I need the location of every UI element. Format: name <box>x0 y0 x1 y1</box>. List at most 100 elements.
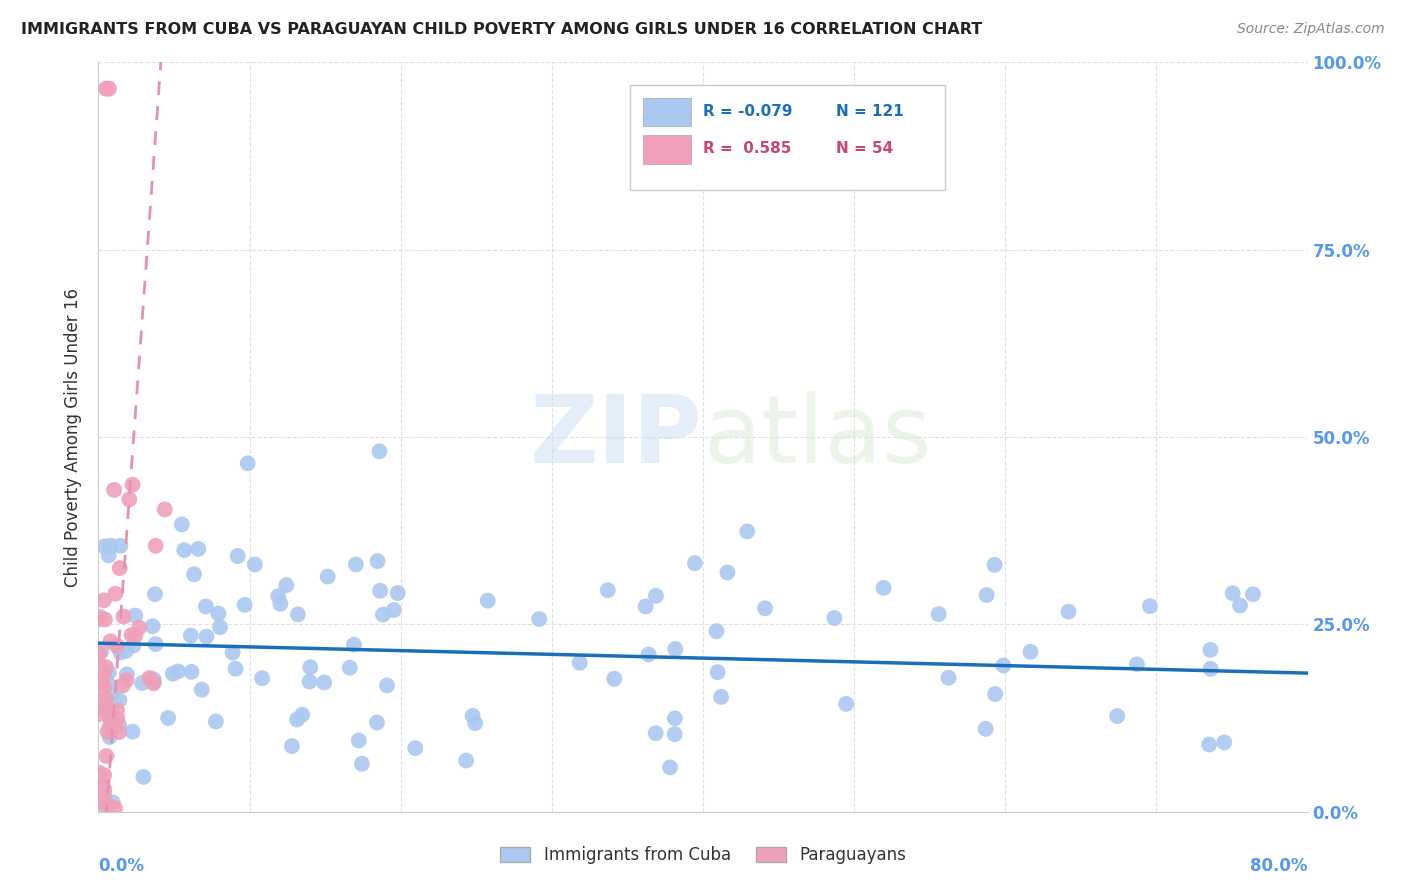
Point <box>267 589 290 603</box>
Point <box>170 517 193 532</box>
Point <box>98 730 121 744</box>
Text: 80.0%: 80.0% <box>1250 856 1308 875</box>
Text: 0.0%: 0.0% <box>98 856 145 875</box>
FancyBboxPatch shape <box>643 135 690 163</box>
Point <box>477 593 499 607</box>
Point <box>276 578 298 592</box>
Point <box>143 674 166 689</box>
Point <box>344 558 367 572</box>
Point <box>299 660 322 674</box>
Point <box>122 639 145 653</box>
Point <box>93 795 115 809</box>
Point <box>1222 586 1244 600</box>
Point <box>101 796 124 810</box>
Point <box>664 711 686 725</box>
Point <box>404 741 426 756</box>
Point <box>145 637 167 651</box>
Point <box>108 693 131 707</box>
Point <box>91 698 114 713</box>
Point <box>194 599 217 614</box>
Point <box>976 588 998 602</box>
Point <box>291 707 314 722</box>
Point <box>90 666 112 681</box>
Point <box>89 657 111 671</box>
Point <box>100 634 122 648</box>
Point <box>1213 735 1236 749</box>
Point <box>89 662 111 676</box>
Point <box>131 676 153 690</box>
Point <box>664 727 686 741</box>
Point <box>93 782 115 797</box>
Point <box>233 598 256 612</box>
Point <box>375 678 398 692</box>
Point <box>347 733 370 747</box>
Point <box>285 713 308 727</box>
Y-axis label: Child Poverty Among Girls Under 16: Child Poverty Among Girls Under 16 <box>65 287 83 587</box>
Point <box>128 621 150 635</box>
Point <box>706 624 728 638</box>
Point <box>281 739 304 753</box>
Point <box>368 444 391 458</box>
Point <box>97 724 120 739</box>
Point <box>1199 662 1222 676</box>
Point <box>94 81 117 95</box>
Point <box>90 675 112 690</box>
Point <box>91 804 114 818</box>
Point <box>98 721 121 735</box>
Point <box>710 690 733 704</box>
Point <box>456 754 478 768</box>
Point <box>1126 657 1149 672</box>
Point <box>100 710 122 724</box>
Point <box>568 656 591 670</box>
FancyBboxPatch shape <box>630 85 945 190</box>
Point <box>98 81 121 95</box>
Point <box>339 661 361 675</box>
Point <box>112 609 135 624</box>
Point <box>644 726 666 740</box>
Text: Source: ZipAtlas.com: Source: ZipAtlas.com <box>1237 22 1385 37</box>
Point <box>110 539 132 553</box>
Point <box>835 697 858 711</box>
Point <box>195 630 218 644</box>
Point <box>89 647 111 661</box>
Point <box>367 554 389 568</box>
Point <box>183 567 205 582</box>
Point <box>89 664 111 678</box>
Point <box>104 801 127 815</box>
Point <box>645 589 668 603</box>
Point <box>387 586 409 600</box>
Point <box>1107 709 1129 723</box>
Point <box>637 648 659 662</box>
Point <box>108 561 131 575</box>
Point <box>221 646 243 660</box>
Point <box>100 714 122 729</box>
Point <box>269 597 291 611</box>
Point <box>706 665 728 680</box>
Point <box>173 543 195 558</box>
Point <box>89 707 111 722</box>
Point <box>121 477 143 491</box>
Point <box>823 611 845 625</box>
Point <box>115 667 138 681</box>
Point <box>1057 605 1080 619</box>
Point <box>236 456 259 470</box>
Text: atlas: atlas <box>703 391 931 483</box>
Point <box>105 639 128 653</box>
Point <box>659 760 682 774</box>
Point <box>108 725 131 739</box>
Point <box>938 671 960 685</box>
Point <box>153 502 176 516</box>
Point <box>89 612 111 626</box>
Point <box>96 676 118 690</box>
Text: N = 54: N = 54 <box>837 141 893 156</box>
Point <box>89 765 111 780</box>
Point <box>1229 599 1251 613</box>
Point <box>167 665 190 679</box>
Point <box>314 675 336 690</box>
Point <box>461 709 484 723</box>
Point <box>683 556 706 570</box>
Point <box>350 756 373 771</box>
Point <box>142 619 165 633</box>
Point <box>89 796 111 810</box>
Point <box>371 607 394 622</box>
